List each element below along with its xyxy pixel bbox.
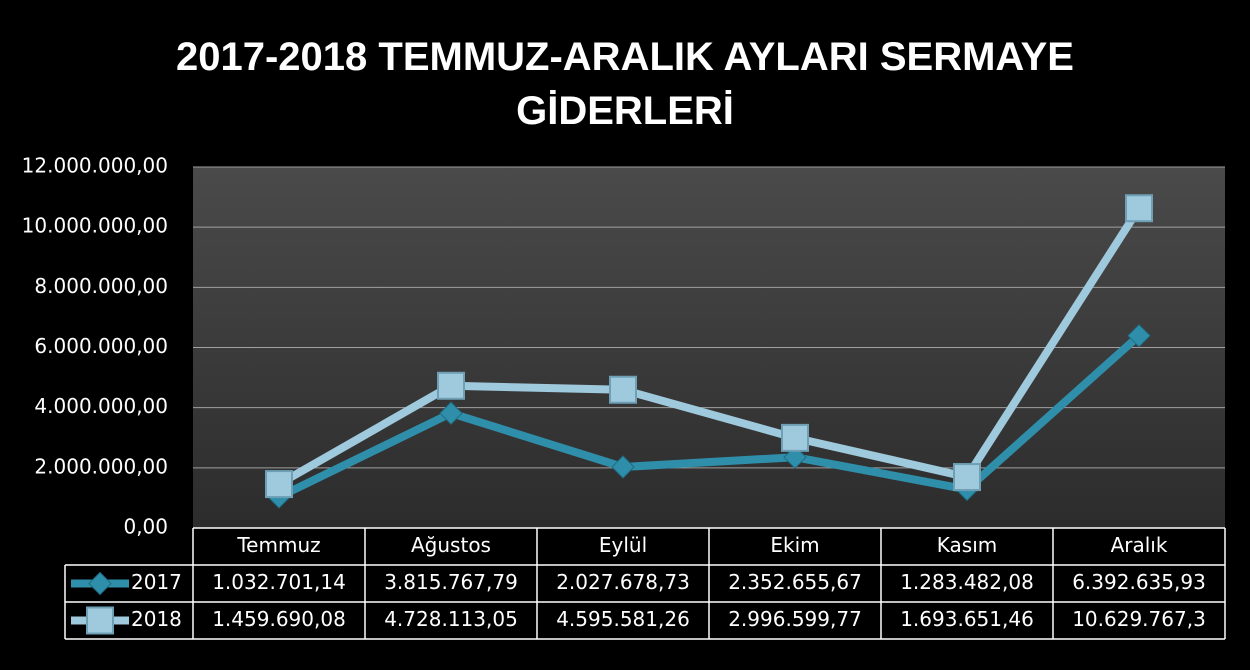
data-point [1125, 194, 1153, 223]
table-value: 4.595.581,26 [556, 607, 690, 631]
table-value: 1.459.690,08 [212, 607, 346, 631]
table-value: 3.815.767,79 [384, 570, 518, 594]
data-point [611, 455, 635, 479]
y-tick-label: 12.000.000,00 [22, 154, 168, 178]
legend-marker [88, 571, 112, 596]
table-value: 1.032.701,14 [212, 570, 346, 594]
legend-marker [86, 606, 114, 635]
data-point [265, 470, 293, 499]
table-value: 2.352.655,67 [728, 570, 862, 594]
table-value: 2.027.678,73 [556, 570, 690, 594]
y-tick-label: 6.000.000,00 [34, 334, 168, 358]
y-tick-label: 4.000.000,00 [34, 394, 168, 418]
y-tick-label: 0,00 [123, 515, 168, 539]
data-point [439, 401, 463, 425]
x-tick-label: Ekim [770, 533, 819, 557]
table-value: 10.629.767,3 [1072, 607, 1206, 631]
x-tick-label: Eylül [599, 533, 647, 557]
y-tick-label: 8.000.000,00 [34, 274, 168, 298]
data-point [953, 463, 981, 492]
y-tick-label: 2.000.000,00 [34, 454, 168, 478]
table-value: 1.283.482,08 [900, 570, 1034, 594]
y-tick-label: 10.000.000,00 [22, 214, 168, 238]
table-value: 2.996.599,77 [728, 607, 862, 631]
x-tick-label: Kasım [937, 533, 997, 557]
data-point [781, 423, 809, 452]
table-value: 1.693.651,46 [900, 607, 1034, 631]
x-tick-label: Aralık [1111, 533, 1168, 557]
legend-label: 2018 [131, 607, 182, 631]
data-point [783, 445, 807, 469]
data-point [609, 375, 637, 404]
series-line [277, 206, 1143, 488]
table-value: 6.392.635,93 [1072, 570, 1206, 594]
legend-label: 2017 [131, 570, 182, 594]
table-value: 4.728.113,05 [384, 607, 518, 631]
x-tick-label: Temmuz [236, 533, 320, 557]
series-line [277, 332, 1142, 501]
chart-title: 2017-2018 TEMMUZ-ARALIK AYLARI SERMAYE G… [176, 35, 1074, 133]
data-point [437, 371, 465, 400]
data-point [1127, 323, 1151, 348]
x-tick-label: Ağustos [411, 533, 491, 557]
